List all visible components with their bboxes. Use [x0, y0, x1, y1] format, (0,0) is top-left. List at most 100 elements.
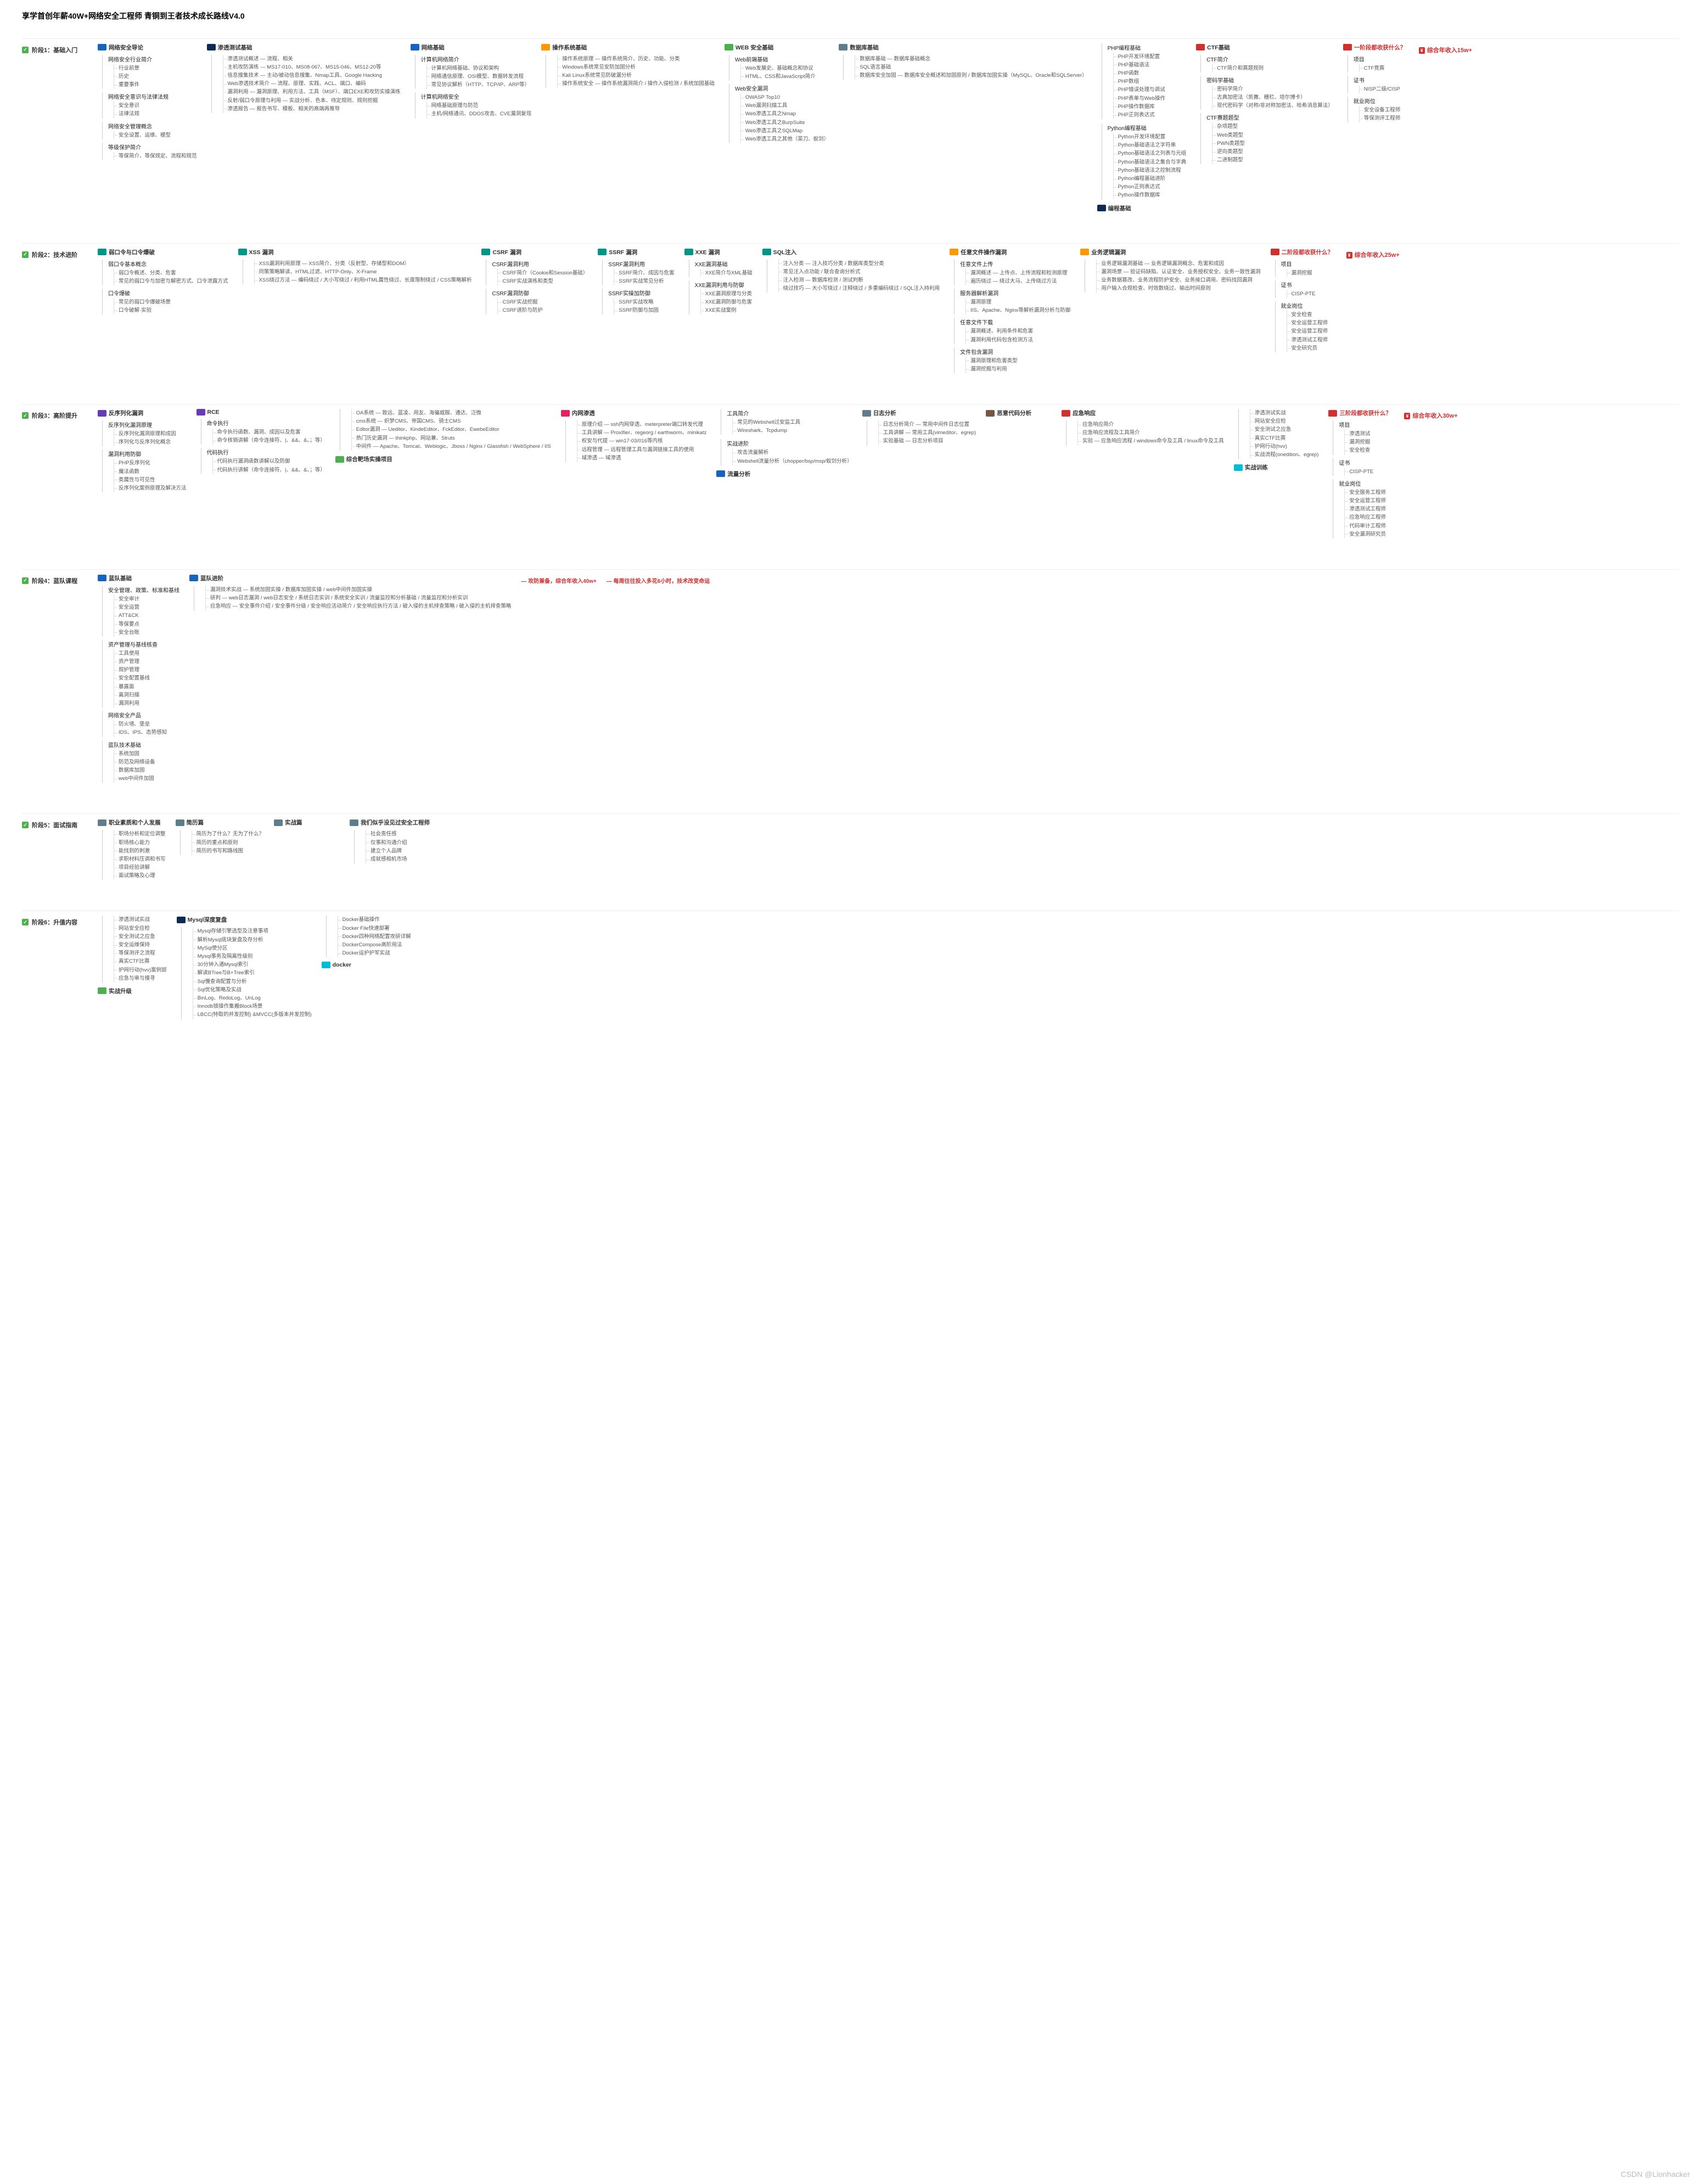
sub-group: 安全管理、政策、标准和基线安全审计安全运营ATT&CK等保要点安全台账 — [102, 586, 179, 637]
topic: 操作系统基础操作系统原理 — 操作系统简介、历史、功能、分类Windows系统常… — [541, 43, 715, 92]
leaf-item: Innodb锁操作集搬Block场景 — [198, 1002, 312, 1010]
leaf-item: CTF竞赛 — [1364, 64, 1409, 72]
topic-badge-icon — [1080, 249, 1089, 255]
sub-head: 计算机网络简介 — [421, 55, 532, 63]
leaf-item: 规护管理 — [119, 666, 179, 674]
leaf-item: 网站安全应检 — [119, 924, 167, 933]
sub-group: 网络安全管理概念安全设置、运维、模型 — [102, 122, 197, 139]
leaf-item: Wireshark、Tcpdump — [737, 426, 852, 435]
leaf-item: 网络通信原理、OSI模型、数据转发流程 — [431, 72, 532, 81]
sub-group: PHP编程基础PHP开发环境配置PHP基础语法PHP函数PHP数组PHP错误处理… — [1102, 43, 1187, 120]
topic: 应急响应应急响应简介应急响应流程及工具简介实验 — 应急响应流程 / windo… — [1062, 409, 1224, 449]
leaf-item: 弱口令概述、分类、危害 — [119, 269, 228, 277]
leaf-item: Web渗透工具之其他（菜刀、蚁剑） — [745, 135, 829, 143]
sub-group: 项目渗透测试漏洞挖掘安全检查 — [1333, 420, 1394, 455]
leaf-item: OA系统 — 致远、蓝凌、用友、海骗威服、通达、泛微 — [356, 409, 551, 417]
leaf-item: 绕过技巧 — 大小写绕过 / 注释绕过 / 多重编码绕过 / SQL注入持利用 — [783, 284, 940, 293]
leaf-item: 防范及网络设备 — [119, 758, 179, 766]
topic-head: 反序列化漏洞 — [98, 409, 187, 417]
sub-group: 就业岗位安全设备工程师等保测评工程师 — [1348, 97, 1409, 122]
leaf-item: Web渗透工具之BurpSuite — [745, 119, 829, 127]
leaf-list: 业务逻辑漏洞基础 — 业务逻辑漏洞概念、危害和成因漏洞场景 — 验证码缺陷、认证… — [1096, 260, 1260, 293]
leaf-item: 渗透测试工程师 — [1349, 505, 1394, 513]
leaf-item: cms系统 — 织梦CMS、帝国CMS、骑士CMS — [356, 417, 551, 425]
topic-badge-icon — [98, 575, 106, 581]
leaf-list: 系统加固防范及网络设备数据库加固web中间件加固 — [114, 750, 179, 783]
leaf-item: XSS漏洞利用原理 — XSS简介、分类（反射型、存储型和DOM） — [259, 260, 472, 268]
sub-group: SSRF漏洞利用SSRF简介、成因与危害SSRF实战常见分析 — [602, 260, 674, 285]
leaf-list: 注入分类 — 注入技巧分类 / 数据库类型分类常见注入点功能 / 联合查询分析式… — [778, 260, 940, 293]
topic-badge-icon — [541, 44, 550, 50]
leaf-item: 应急响应工程师 — [1349, 513, 1394, 521]
leaf-item: 渗透测试实战 — [119, 916, 167, 924]
topic-badge-icon — [684, 249, 693, 255]
leaf-item: 操作系统安全 — 操作系统漏洞简介 / 操作入侵检测 / 系统加固基础 — [562, 80, 715, 88]
topic-badge-icon — [98, 44, 106, 50]
sub-group: XXE漏洞基础XXE简介与XML基础 — [689, 260, 753, 277]
leaf-item: 应急响应简介 — [1082, 420, 1224, 429]
topic: XXE 漏洞XXE漏洞基础XXE简介与XML基础XXE漏洞利用与防御XXE漏洞原… — [684, 248, 753, 318]
leaf-item: 漏洞利用 — [119, 699, 179, 708]
leaf-item: 序列化与反序列化概念 — [119, 438, 187, 446]
sub-head: SSRF漏洞利用 — [608, 260, 674, 268]
sub-head: 等级保护简介 — [108, 143, 197, 151]
sub-head: XXE漏洞基础 — [695, 260, 753, 268]
leaf-list: Web发展史、基础概念和协议HTML、CSS和JavaScript简介 — [740, 64, 829, 81]
topic-badge-icon — [725, 44, 733, 50]
sub-group: CTF赛题题型杂项题型Web类题型PWN类题型逆向类题型二进制题型 — [1200, 113, 1333, 164]
leaf-item: 漏洞利用代码包含检测方法 — [970, 336, 1070, 344]
topic: 渗透测试基础渗透测试概述 — 流程、相关主机攻防演练 — MS17-010、MS… — [207, 43, 401, 116]
leaf-item: 漏洞挖掘 — [1292, 269, 1337, 277]
topic-head: CTF基础 — [1196, 43, 1333, 52]
topic-badge-icon — [98, 249, 106, 255]
leaf-item: 常见注入点功能 / 联合查询分析式 — [783, 268, 940, 276]
sub-group: CSRF漏洞利用CSRF简介（Cookie和Session基础）CSRF实战演练… — [486, 260, 588, 285]
leaf-item: 安全检查 — [1292, 311, 1337, 319]
topic: 蓝队进阶漏洞技术实战 — 系统加固实操 / 数据库加固实操 / web中间件加固… — [189, 574, 511, 614]
leaf-item: 魔法函数 — [119, 468, 187, 476]
topic-head: 综合靶场实操项目 — [335, 455, 551, 463]
topic-badge-icon — [598, 249, 607, 255]
leaf-item: 历史 — [119, 72, 197, 81]
sub-head: 资产管理与基线核查 — [108, 640, 179, 648]
leaf-list: 漏洞概述 — 上传点、上传流程和检测原理遍历绕过 — 绕过大马、上传绕过方法 — [965, 269, 1070, 285]
leaf-item: Python正则表达式 — [1118, 183, 1187, 191]
topic-badge-icon — [1234, 464, 1243, 471]
leaf-item: 成就感相机市场 — [370, 855, 430, 863]
leaf-list: 命令执行函数、漏洞、成因以及危害命令核销讲解（命令连接符、|、&&、&、；等） — [212, 428, 325, 445]
topic-head: RCE — [197, 409, 325, 416]
topic-badge-icon — [98, 987, 106, 994]
leaf-item: 真实CTF比赛 — [119, 957, 167, 965]
leaf-item: 渗透测试工程师 — [1292, 336, 1337, 344]
topic: 业务逻辑漏洞业务逻辑漏洞基础 — 业务逻辑漏洞概念、危害和成因漏洞场景 — 验证… — [1080, 248, 1260, 296]
sub-head: 实战进阶 — [727, 439, 852, 447]
topic-badge-icon — [1328, 410, 1337, 417]
sub-group: 项目漏洞挖掘 — [1275, 260, 1337, 277]
topic-head: 渗透测试基础 — [207, 43, 401, 52]
topic-badge-icon — [98, 819, 106, 826]
leaf-item: XSS绕过方法 — 编码绕过 / 大小写绕过 / 利用HTML属性绕过、长度限制… — [259, 276, 472, 284]
topic-head: docker — [322, 962, 411, 968]
leaf-item: PHP数组 — [1118, 77, 1187, 86]
topic: 蓝队基础安全管理、政策、标准和基线安全审计安全运营ATT&CK等保要点安全台账资… — [98, 574, 179, 786]
topic-head: WEB 安全基础 — [725, 43, 829, 52]
topic-head: 应急响应 — [1062, 409, 1224, 417]
leaf-list: 反序列化漏洞原理和成因序列化与反序列化概念 — [114, 430, 187, 446]
topic: 弱口令与口令爆破弱口令基本概念弱口令概述、分类、危害常见的弱口令与加密与解密方式… — [98, 248, 228, 318]
sub-group: 工具简介常见的Webshell过安监工具Wireshark、Tcpdump — [721, 409, 852, 435]
topic-head: 实战升级 — [98, 987, 167, 995]
leaf-item: DockerCompose高阶用法 — [343, 941, 411, 949]
leaf-item: 等保简介、等保规定、流程和规范 — [119, 152, 197, 160]
leaf-item: 应急响应流程及工具简介 — [1082, 429, 1224, 437]
leaf-item: 原理介绍 — ssh内网穿透、meterpreter端口转发代理 — [582, 420, 707, 429]
leaf-item: 仅事和沟通介绍 — [370, 839, 430, 847]
sub-head: 项目 — [1354, 55, 1409, 63]
leaf-list: 职场分析和定位调整职场核心能力能找到的刺激求职材料压调和书写项目经验讲解面试策略… — [114, 830, 166, 880]
leaf-list: PHP反序列化魔法函数类属性与可见性反序列化案例原理及解决方法 — [114, 459, 187, 492]
salary-tag: 综合年收入15w+ — [1419, 43, 1472, 54]
leaf-item: 类属性与可见性 — [119, 476, 187, 484]
sub-group: 证书CISP-PTE — [1333, 458, 1394, 476]
sub-head: 网络安全行业简介 — [108, 55, 197, 63]
leaf-item: 重要事件 — [119, 81, 197, 89]
sub-head: 任意文件下载 — [960, 318, 1070, 326]
